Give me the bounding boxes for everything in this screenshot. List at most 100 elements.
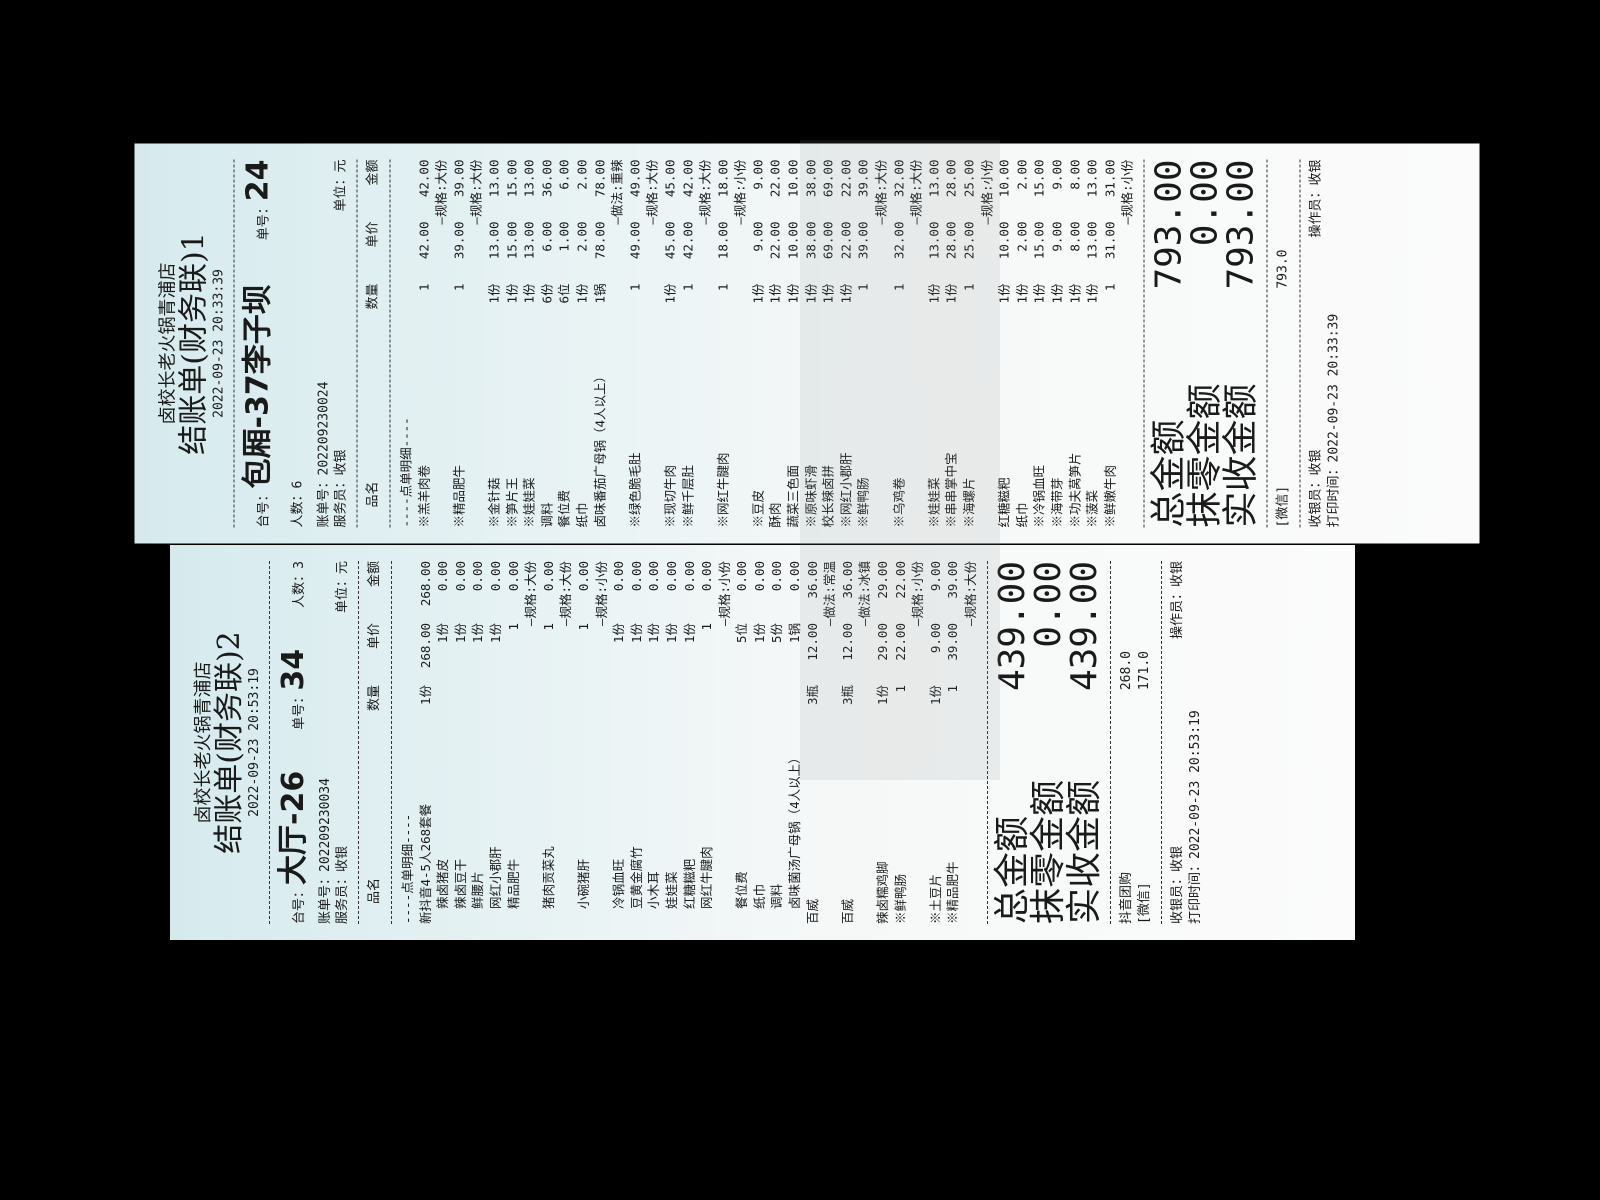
item-price: 22.00: [767, 221, 783, 260]
total-value: 439.00: [991, 561, 1033, 692]
item-note: —规格:大份: [468, 159, 484, 225]
item-qty: 1锅: [592, 283, 608, 304]
item-amount: 28.00: [943, 159, 959, 198]
item-amount: 6.00: [556, 159, 572, 190]
item-qty: 1: [891, 283, 907, 292]
item-amount: 13.00: [926, 159, 942, 198]
line-item: 调料 6份 6.00 36.00: [538, 160, 556, 528]
item-price: 1份: [435, 623, 451, 644]
item-qty: [452, 685, 470, 735]
item-amount: 9.00: [927, 561, 943, 592]
table-label: 台号：: [292, 884, 307, 924]
line-item: ※冷锅血旺 1份 15.00 15.00: [1031, 160, 1049, 528]
item-price: 1份: [646, 623, 662, 644]
line-item: ※精品肥牛 1 39.00 39.00: [450, 160, 468, 528]
total-value: 793.00: [1148, 159, 1190, 290]
item-name: ※菠菜: [1084, 489, 1100, 528]
item-note: —规格:小份: [732, 159, 748, 225]
item-qty: [434, 685, 452, 735]
item-qty: 1份: [838, 283, 854, 304]
total-row: 总金额 793.00: [1148, 159, 1190, 528]
item-qty: 1: [945, 685, 961, 693]
total-value: 0.00: [1027, 561, 1069, 648]
item-note: —规格:大份: [873, 159, 889, 225]
item-price: 12.00: [804, 623, 820, 661]
payment-method: [微信]: [1275, 485, 1291, 528]
item-note: —规格:小份: [716, 561, 732, 627]
receipt-2: 卤校长老火锅青浦店 结账单(财务联)2 2022-09-23 20:53:19 台号：…: [170, 545, 1355, 940]
item-qty: 1份: [1049, 283, 1065, 304]
item-name: 校长辣卤拼: [820, 464, 836, 528]
item-name: ※乌鸡卷: [891, 477, 907, 528]
operator: 操作员：收银: [1169, 561, 1185, 640]
item-name: 纸巾: [574, 502, 590, 528]
item-qty: 1: [961, 283, 977, 292]
item-qty: 6份: [539, 283, 555, 304]
item-amount: 39.00: [451, 159, 467, 198]
item-amount: 13.00: [486, 159, 502, 198]
item-amount: 0.00: [452, 561, 468, 592]
divider: [1266, 159, 1268, 528]
item-price: 39.00: [451, 221, 467, 260]
item-amount: 0.00: [787, 561, 803, 592]
item-amount: 15.00: [504, 159, 520, 198]
item-price: 5份: [769, 623, 785, 644]
item-price: 13.00: [926, 221, 942, 260]
item-name: 餐位费: [556, 489, 572, 528]
item-price: 10.00: [785, 221, 801, 260]
divider: [356, 159, 358, 528]
total-label: 实收金额: [1220, 383, 1262, 528]
item-name: ※精品肥牛: [945, 861, 961, 924]
line-item: 餐位费 6位 1.00 6.00: [556, 160, 574, 528]
column-header: 单价: [367, 623, 382, 650]
payment-amount: 171.0: [1136, 651, 1152, 691]
line-item: ※现切牛肉 1份 45.00 45.00: [661, 160, 679, 528]
item-name: 冷锅血旺: [611, 858, 627, 924]
item-name: ※网红小郡肝: [838, 452, 854, 528]
item-amount: 13.00: [521, 159, 537, 198]
line-item: 鲜腰片 1份 0.00: [469, 561, 487, 924]
item-name: 百威: [839, 898, 855, 924]
item-price: 1份: [611, 623, 627, 644]
line-item: 新抖音4-5人268套餐 1份 268.00 268.00: [417, 561, 435, 924]
item-qty: 1份: [996, 283, 1012, 304]
item-qty: 1: [892, 685, 908, 693]
item-name: 网红小郡肝: [487, 846, 503, 924]
item-amount: 36.00: [839, 561, 855, 599]
item-name: ※娃娃菜: [521, 477, 537, 528]
item-name: ※现切牛肉: [662, 464, 678, 528]
print-time: 打印时间：2022-09-23 20:33:39: [1326, 313, 1342, 528]
receipt-timestamp: 2022-09-23 20:53:19: [247, 668, 262, 817]
total-label: 抹零金额: [1184, 383, 1226, 528]
item-qty: 1份: [820, 283, 836, 304]
line-item: 辣卤糯鸡脚 1份 29.00 29.00: [874, 561, 892, 924]
item-price: 1份: [681, 623, 697, 644]
item-price: 1份: [628, 623, 644, 644]
item-amount: 0.00: [435, 561, 451, 592]
line-item: ※菠菜 1份 13.00 13.00: [1084, 160, 1102, 528]
line-item: ※鲜嫩牛肉 1 31.00 31.00: [1101, 160, 1119, 528]
item-name: ※串串掌中宝: [943, 452, 959, 528]
item-price: 15.00: [1031, 221, 1047, 260]
column-headers: 品名 数量 单价 金额: [366, 561, 384, 924]
line-item: ※土豆片 1份 9.00 9.00: [927, 561, 945, 924]
item-amount: 0.00: [611, 561, 627, 592]
item-qty: 1: [627, 283, 643, 292]
item-note: —规格:大份: [433, 159, 449, 225]
item-qty: 1份: [486, 283, 502, 304]
table-row: 台号：大厅-26 单号：34 人数：3: [276, 561, 317, 924]
item-qty: 6位: [556, 283, 572, 304]
total-label: 实收金额: [1063, 779, 1105, 924]
total-row: 抹零金额 0.00: [1027, 561, 1069, 924]
item-amount: 8.00: [1067, 159, 1083, 190]
divider: [391, 561, 392, 924]
item-qty: 1份: [417, 685, 433, 706]
item-amount: 42.00: [416, 159, 432, 198]
line-item: 小木耳 1份 0.00: [645, 561, 663, 924]
item-name: 蔬菜三色面: [785, 464, 801, 528]
store-name: 卤校长老火锅青浦店: [193, 661, 214, 824]
line-item: ※网红牛腱肉 1 18.00 18.00: [714, 160, 732, 528]
item-qty: [681, 685, 699, 735]
item-amount: 39.00: [855, 159, 871, 198]
item-amount: 0.00: [540, 561, 556, 592]
